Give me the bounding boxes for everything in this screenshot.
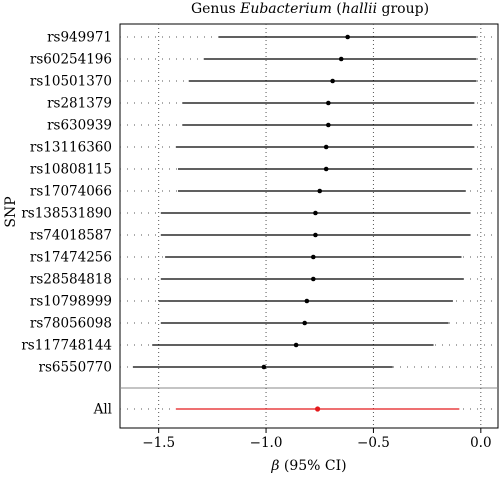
title-mid: ( bbox=[331, 1, 342, 17]
snp-point bbox=[293, 342, 299, 348]
y-axis-title: SNP bbox=[3, 196, 19, 227]
x-tick-label: −1.0 bbox=[250, 435, 283, 451]
title-group: hallii bbox=[341, 1, 378, 17]
snp-point bbox=[323, 144, 329, 150]
snp-label: rs6550770 bbox=[38, 360, 112, 376]
snp-point bbox=[302, 320, 308, 326]
snp-point bbox=[326, 100, 331, 106]
snp-point bbox=[313, 232, 318, 238]
chart-title: Genus Eubacterium (hallii group) bbox=[120, 0, 500, 18]
snp-label: rs10798999 bbox=[30, 294, 112, 310]
snp-label: rs949971 bbox=[47, 30, 112, 46]
x-tick-label: −1.5 bbox=[142, 435, 175, 451]
summary-label: All bbox=[93, 402, 112, 418]
snp-label: rs28584818 bbox=[30, 272, 112, 288]
title-suffix: group) bbox=[377, 1, 430, 17]
title-genus: Eubacterium bbox=[240, 1, 332, 17]
snp-point bbox=[330, 78, 335, 84]
snp-label: rs17074066 bbox=[30, 184, 112, 200]
snp-label: rs74018587 bbox=[30, 228, 112, 244]
x-tick-label: −0.5 bbox=[357, 435, 390, 451]
snp-point bbox=[313, 210, 318, 216]
snp-label: rs138531890 bbox=[21, 206, 112, 222]
summary-point bbox=[314, 406, 321, 412]
snp-label: rs630939 bbox=[47, 118, 112, 134]
x-tick-label: 0.0 bbox=[470, 435, 491, 451]
snp-label: rs13116360 bbox=[30, 140, 112, 156]
snp-point bbox=[261, 364, 267, 370]
snp-point bbox=[345, 34, 350, 40]
snp-label: rs10808115 bbox=[30, 162, 112, 178]
snp-point bbox=[338, 56, 344, 62]
snp-point bbox=[317, 188, 323, 194]
x-axis-title: β (95% CI) bbox=[270, 458, 346, 474]
snp-label: rs117748144 bbox=[21, 338, 112, 354]
snp-point bbox=[310, 254, 316, 260]
snp-point bbox=[323, 166, 329, 172]
snp-point bbox=[326, 122, 331, 128]
snp-label: rs17474256 bbox=[30, 250, 112, 266]
snp-label: rs10501370 bbox=[30, 74, 112, 90]
snp-label: rs281379 bbox=[47, 96, 112, 112]
snp-label: rs78056098 bbox=[30, 316, 112, 332]
plot-frame bbox=[119, 23, 499, 429]
snp-point bbox=[304, 298, 310, 304]
snp-point bbox=[310, 276, 316, 282]
snp-label: rs60254196 bbox=[30, 52, 112, 68]
title-prefix: Genus bbox=[190, 1, 241, 17]
